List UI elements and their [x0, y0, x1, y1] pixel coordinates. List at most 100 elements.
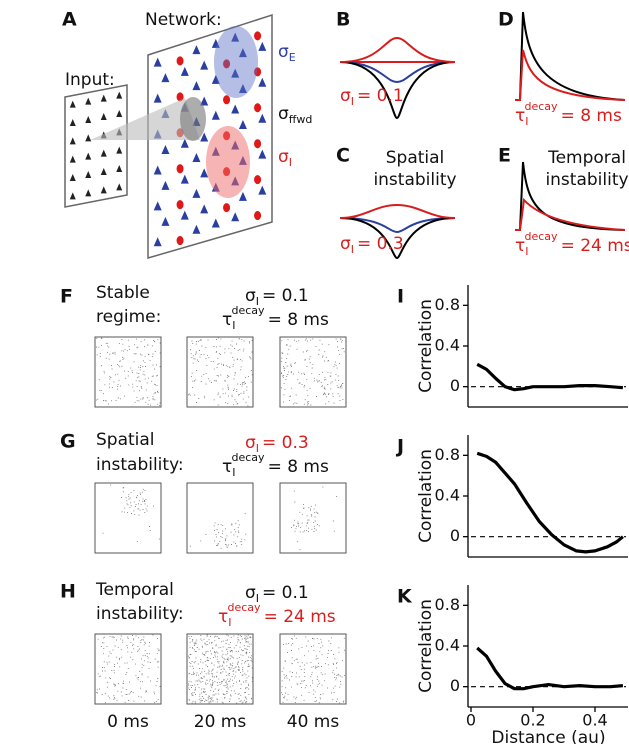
- subscript: I: [256, 295, 259, 308]
- x-tick-label: 0: [466, 711, 476, 730]
- sub: E: [289, 51, 296, 64]
- sub: I: [289, 156, 292, 169]
- raster-frame: [279, 482, 347, 554]
- panel-title: Spatial: [386, 148, 445, 168]
- text: = 8 ms: [268, 457, 329, 477]
- symbol: τ: [515, 236, 525, 256]
- symbol: σ: [245, 583, 256, 603]
- sym: σ: [278, 42, 289, 62]
- raster-spikes: [281, 635, 346, 704]
- raster-frame: [186, 336, 254, 408]
- param: τIdecay = 8 ms: [515, 100, 622, 128]
- superscript: decay: [232, 451, 266, 464]
- panel-label: E: [498, 145, 511, 167]
- input-label: Input:: [65, 70, 115, 90]
- text: = 8 ms: [561, 106, 622, 126]
- symbol: τ: [222, 310, 232, 330]
- subscript: I: [232, 319, 235, 332]
- network-label: Network:: [145, 10, 222, 30]
- x-axis-label: Distance (au): [491, 728, 605, 744]
- panel-label: D: [498, 9, 514, 31]
- y-tick-label: 0: [450, 526, 460, 545]
- inhibitory-kernel: [339, 36, 456, 63]
- panel-title: instability:: [96, 604, 184, 624]
- series-line: [476, 451, 624, 554]
- input-layer: [64, 84, 128, 208]
- raster-spikes: [96, 337, 161, 407]
- series-line: [476, 362, 624, 392]
- chart-label: I: [397, 286, 404, 308]
- symbol: σ: [245, 286, 256, 306]
- panel-title: instability:: [96, 455, 184, 475]
- panel-label: B: [336, 9, 350, 31]
- raster-spikes: [281, 338, 345, 406]
- subscript: I: [256, 442, 259, 455]
- panel-title: Spatial: [96, 430, 155, 450]
- time-label: 40 ms: [287, 712, 340, 732]
- symbol: τ: [218, 607, 228, 627]
- y-axis-label: Correlation: [416, 599, 436, 693]
- raster-spikes: [188, 337, 253, 407]
- panel-label: C: [336, 145, 350, 167]
- symbol: σ: [340, 86, 351, 106]
- param: σI = 0.1: [340, 86, 404, 108]
- param: σI = 0.1: [245, 583, 309, 605]
- y-tick-label: 0: [450, 676, 460, 695]
- sigma-i: σI: [278, 147, 292, 169]
- chart-label: K: [397, 586, 413, 608]
- series-line: [476, 646, 624, 691]
- param: τIdecay = 24 ms: [218, 601, 336, 629]
- raster-spikes: [189, 513, 247, 549]
- y-tick-label: 0.8: [435, 445, 460, 464]
- param: σI = 0.1: [245, 286, 309, 308]
- subscript: I: [232, 466, 235, 479]
- panel-title: regime:: [96, 307, 161, 327]
- text: = 0.1: [262, 286, 309, 306]
- symbol: τ: [222, 457, 232, 477]
- raster-frame: [186, 482, 254, 554]
- text: = 24 ms: [561, 236, 629, 256]
- sub: ffwd: [289, 113, 313, 126]
- time-label: 20 ms: [194, 712, 247, 732]
- raster-frame: [186, 633, 254, 705]
- net-kernel: [339, 61, 456, 120]
- y-tick-label: 0.8: [435, 295, 460, 314]
- superscript: decay: [525, 230, 559, 243]
- excitatory-kernel: [339, 61, 456, 84]
- subscript: I: [351, 243, 354, 256]
- param: τIdecay = 24 ms: [515, 230, 629, 258]
- sigma-ffwd-area: [180, 97, 206, 141]
- panel-label: F: [60, 286, 73, 308]
- net-kernel: [339, 217, 456, 260]
- sigma-i-area: [206, 126, 250, 198]
- x-tick-label: 0.4: [582, 711, 607, 730]
- panel-title: Temporal: [547, 148, 626, 168]
- raster-frame: [94, 482, 162, 554]
- text: = 0.1: [262, 583, 309, 603]
- subscript: I: [525, 245, 528, 258]
- y-tick-label: 0.8: [435, 595, 460, 614]
- symbol: τ: [515, 106, 525, 126]
- y-tick-label: 0.4: [435, 636, 460, 655]
- param: τIdecay = 8 ms: [222, 304, 329, 332]
- sigma-e-area: [214, 26, 258, 98]
- panel-title: instability: [373, 170, 456, 190]
- y-axis-label: Correlation: [416, 299, 436, 393]
- panel-label: H: [60, 581, 76, 603]
- x-tick-label: 0.2: [520, 711, 545, 730]
- panel-title: instability: [545, 170, 628, 190]
- network-units: [69, 31, 267, 247]
- excitatory-response: [515, 11, 626, 101]
- symbol: σ: [340, 234, 351, 254]
- text: = 0.1: [357, 86, 404, 106]
- text: = 0.3: [357, 234, 404, 254]
- y-tick-label: 0: [450, 376, 460, 395]
- text: = 24 ms: [264, 607, 336, 627]
- param: σI = 0.3: [340, 234, 404, 256]
- panel-title: Temporal: [95, 580, 174, 600]
- panel-label: A: [62, 9, 77, 31]
- superscript: decay: [228, 601, 262, 614]
- subscript: I: [351, 95, 354, 108]
- excitatory-response: [515, 161, 626, 231]
- time-label: 0 ms: [107, 712, 149, 732]
